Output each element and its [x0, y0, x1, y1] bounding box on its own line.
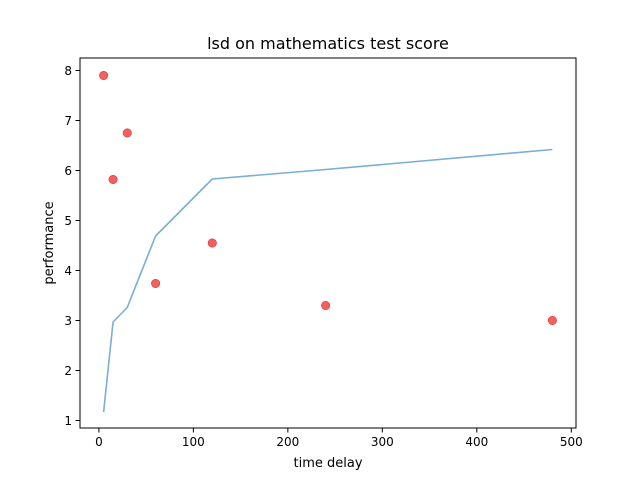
x-axis-label: time delay [293, 456, 362, 471]
scatter-point [547, 315, 557, 325]
scatter-point [207, 238, 217, 248]
x-tick-label: 500 [560, 435, 583, 449]
scatter-point [321, 300, 331, 310]
chart-title: lsd on mathematics test score [207, 34, 449, 53]
scatter-point [122, 128, 132, 138]
scatter-point [99, 71, 109, 81]
plot-frame [79, 57, 577, 429]
axis-ticks: 0 100 200 300 400 500 1 2 3 4 5 6 7 8 [64, 64, 582, 449]
y-axis-label: performance [42, 201, 57, 284]
y-tick-label: 2 [64, 364, 72, 378]
y-tick-label: 5 [64, 214, 72, 228]
x-tick-label: 300 [371, 435, 394, 449]
y-tick-label: 3 [64, 314, 72, 328]
y-tick-label: 6 [64, 164, 72, 178]
y-tick-label: 4 [64, 264, 72, 278]
x-tick-label: 0 [95, 435, 103, 449]
y-tick-label: 1 [64, 414, 72, 428]
scatter-point [151, 278, 161, 288]
x-tick-label: 400 [465, 435, 488, 449]
y-tick-label: 7 [64, 114, 72, 128]
y-tick-label: 8 [64, 64, 72, 78]
x-tick-label: 100 [182, 435, 205, 449]
series-line [102, 148, 553, 413]
scatter-point [108, 175, 118, 185]
plot-area [99, 71, 557, 413]
x-tick-label: 200 [276, 435, 299, 449]
